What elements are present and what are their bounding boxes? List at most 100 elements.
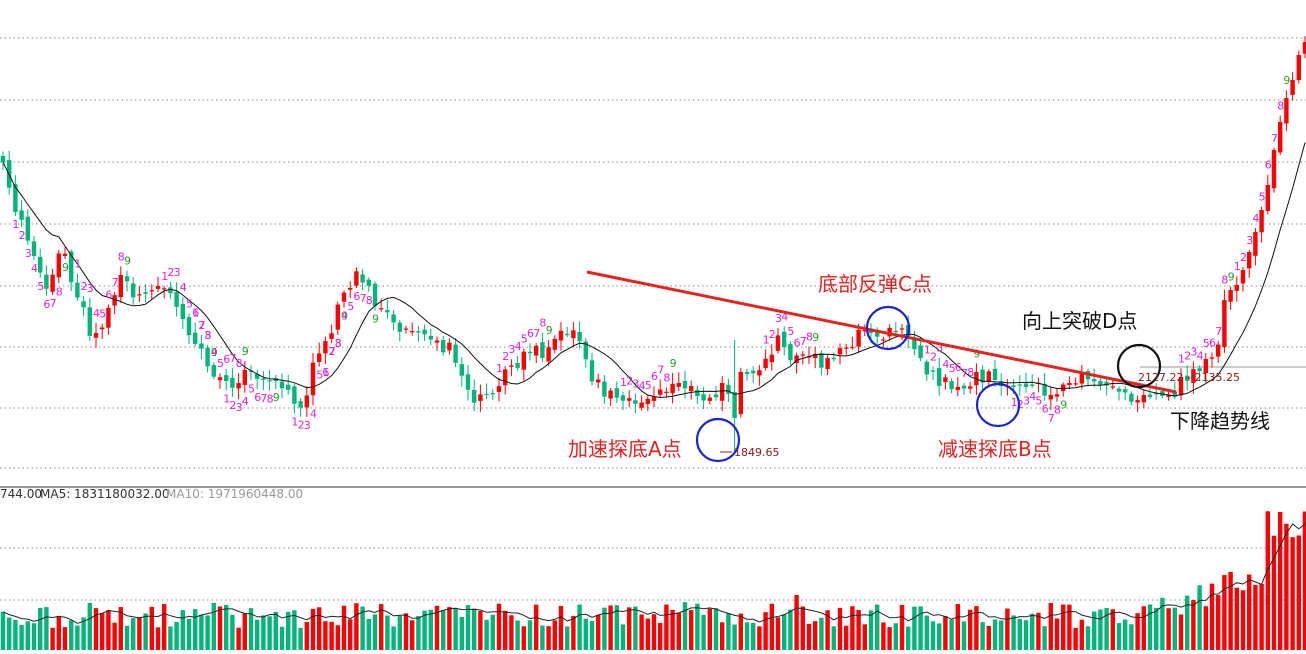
volume-bar bbox=[1302, 511, 1306, 650]
volume-bar bbox=[62, 627, 68, 650]
candles bbox=[0, 36, 1306, 452]
volume-bar bbox=[1141, 606, 1146, 650]
volume-bar bbox=[602, 607, 607, 650]
volume-bar bbox=[831, 626, 836, 650]
candle-body bbox=[174, 291, 179, 307]
volume-bar bbox=[1061, 604, 1066, 650]
volume-bar bbox=[968, 609, 973, 650]
td-sequence-number: 3 bbox=[174, 266, 181, 279]
candle-body bbox=[633, 400, 638, 404]
td-sequence-number: 9 bbox=[546, 324, 553, 337]
volume-bar bbox=[757, 626, 762, 650]
td-sequence-number: 3 bbox=[87, 282, 94, 295]
volume-bar bbox=[292, 610, 297, 650]
volume-bar bbox=[174, 621, 179, 650]
volume-bar bbox=[0, 611, 6, 650]
td-sequence-number: 9 bbox=[372, 313, 379, 326]
annotation-point-b: 减速探底B点 bbox=[938, 437, 1052, 461]
td-sequence-number: 4 bbox=[310, 407, 317, 420]
td-sequence-number: 8 bbox=[56, 285, 63, 298]
candle-body bbox=[261, 378, 266, 381]
td-sequence-number: 9 bbox=[242, 345, 249, 358]
volume-bar bbox=[242, 613, 247, 650]
candle-body bbox=[813, 353, 818, 358]
candle-body bbox=[540, 342, 545, 358]
candle-body bbox=[1228, 290, 1233, 302]
candle-body bbox=[1234, 285, 1239, 291]
volume-bar bbox=[552, 620, 557, 650]
candle-body bbox=[372, 283, 378, 306]
candle-body bbox=[645, 398, 650, 405]
volume-bar bbox=[1197, 585, 1202, 650]
td-sequence-number: 2 bbox=[329, 345, 336, 358]
td-sequence-number: 4 bbox=[1197, 349, 1204, 362]
candle-body bbox=[980, 369, 985, 383]
candle-body bbox=[1023, 383, 1029, 388]
td-sequence-number: 5 bbox=[217, 357, 224, 370]
td-sequence-number: 4 bbox=[93, 307, 100, 320]
td-sequence-number: 3 bbox=[335, 337, 342, 350]
volume-bar bbox=[348, 619, 353, 650]
candle-body bbox=[379, 308, 384, 310]
volume-bar bbox=[317, 607, 322, 650]
volume-bar bbox=[961, 621, 967, 650]
candle-body bbox=[62, 253, 68, 257]
td-sequence-number: 6 bbox=[1209, 337, 1216, 350]
volume-bar bbox=[521, 626, 526, 650]
candle-body bbox=[1098, 380, 1103, 386]
volume-bar bbox=[230, 614, 235, 650]
volume-bar bbox=[558, 606, 564, 650]
td-sequence-number: 2 bbox=[1184, 349, 1191, 362]
volume-bar bbox=[193, 609, 198, 650]
volume-bars bbox=[0, 511, 1306, 650]
td-sequence-number: 7 bbox=[329, 345, 336, 358]
volume-bar bbox=[875, 604, 880, 650]
candle-body bbox=[1216, 344, 1221, 357]
td-sequence-number: 6 bbox=[353, 290, 360, 303]
candle-body bbox=[25, 216, 30, 241]
volume-bar bbox=[689, 610, 694, 650]
candle-body bbox=[1067, 382, 1072, 386]
td-sequence-number: 9 bbox=[273, 391, 280, 404]
td-sequence-number: 2 bbox=[626, 374, 633, 387]
decelerating-bottom-circle bbox=[975, 382, 1021, 428]
volume-bar bbox=[1222, 575, 1227, 650]
td-sequence-number: 3 bbox=[1190, 345, 1197, 358]
candle-body bbox=[794, 355, 799, 364]
candle-body bbox=[286, 384, 291, 390]
td-sequence-number: 8 bbox=[267, 393, 274, 406]
td-sequence-number: 1 bbox=[12, 218, 19, 231]
volume-bar bbox=[868, 610, 874, 650]
td-sequence-number: 2 bbox=[198, 319, 205, 332]
volume-bar bbox=[403, 613, 409, 650]
candle-body bbox=[1302, 42, 1306, 54]
accelerating-bottom-circle bbox=[695, 417, 741, 463]
td-sequence-number: 6 bbox=[651, 370, 658, 383]
candle-body bbox=[1079, 371, 1084, 384]
volume-bar bbox=[410, 620, 415, 650]
volume-bar bbox=[199, 614, 204, 650]
volume-bar bbox=[391, 626, 396, 650]
candle-body bbox=[19, 210, 24, 220]
td-sequence-number: 6 bbox=[223, 353, 230, 366]
volume-bar bbox=[856, 610, 861, 650]
td-sequence-number: 6 bbox=[322, 366, 329, 379]
td-sequence-number: 3 bbox=[936, 341, 943, 354]
candle-body bbox=[521, 351, 526, 370]
candle-body bbox=[583, 341, 588, 360]
volume-bar bbox=[1067, 604, 1072, 650]
td-sequence-number: 8 bbox=[1221, 274, 1228, 287]
td-sequence-number: 2 bbox=[769, 328, 776, 341]
volume-bar bbox=[701, 614, 706, 650]
candle-body bbox=[199, 343, 204, 349]
volume-bar bbox=[639, 614, 644, 650]
td-sequence-number: 6 bbox=[794, 337, 801, 350]
candle-body bbox=[788, 344, 793, 361]
td-sequence-number: 6 bbox=[43, 298, 50, 311]
volume-bar bbox=[1154, 607, 1159, 650]
annotation-point-a: 加速探底A点 bbox=[568, 437, 682, 461]
candle-body bbox=[410, 330, 415, 333]
candle-body bbox=[465, 374, 471, 390]
candle-body bbox=[676, 382, 681, 387]
